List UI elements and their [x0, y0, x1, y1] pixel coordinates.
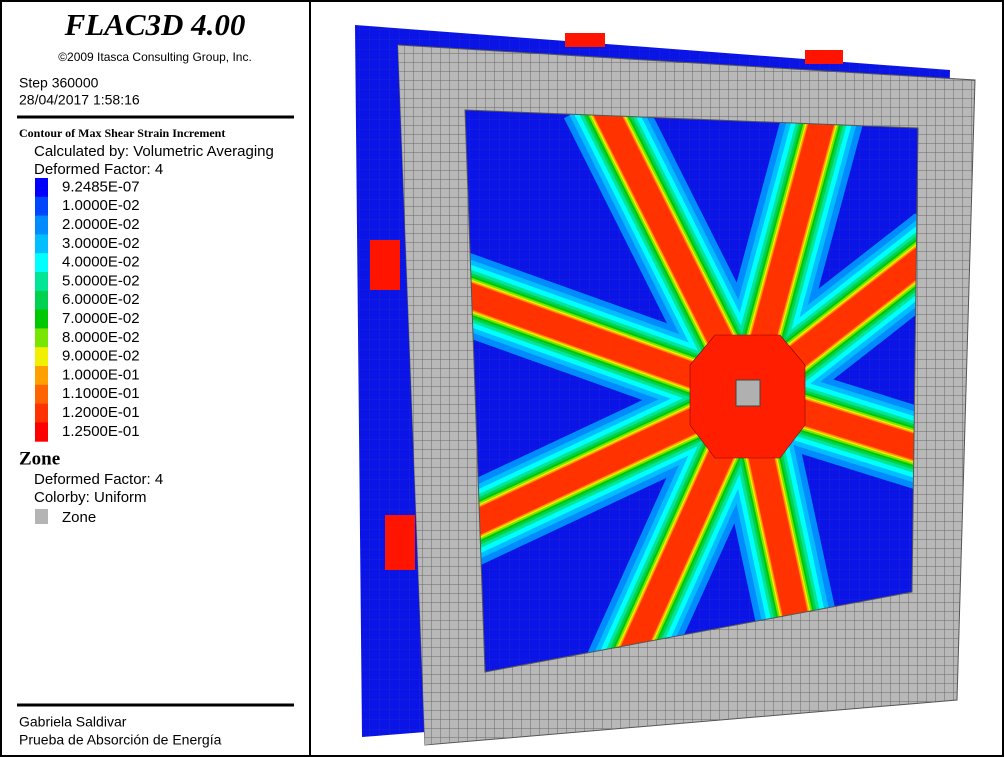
date: 28/04/2017 1:58:16 [19, 92, 140, 108]
legend-label: 8.0000E-02 [62, 329, 140, 346]
deformed-factor: Deformed Factor: 4 [34, 161, 163, 178]
author: Gabriela Saldivar [19, 714, 127, 730]
legend-label: 1.0000E-02 [62, 197, 140, 214]
step: Step 360000 [19, 75, 99, 91]
view-panel [309, 0, 1004, 757]
contour-legend: 9.2485E-07 1.0000E-02 2.0000E-02 3.0000E-02… [35, 178, 140, 442]
legend-label: 7.0000E-02 [62, 310, 140, 327]
legend-swatch [35, 403, 48, 423]
zone-deformed-factor: Deformed Factor: 4 [34, 471, 163, 488]
legend-label: 6.0000E-02 [62, 291, 140, 308]
contour-title: Contour of Max Shear Strain Increment [19, 126, 225, 140]
legend-swatch [35, 196, 48, 217]
legend-swatch [35, 290, 48, 311]
legend-swatch [35, 253, 48, 273]
legend-label: 1.2000E-01 [62, 404, 140, 421]
legend-label: 4.0000E-02 [62, 254, 140, 271]
legend-label: 1.2500E-01 [62, 423, 140, 440]
legend-swatch [35, 328, 48, 348]
contour-field [465, 110, 918, 672]
legend-label: 1.1000E-01 [62, 385, 140, 402]
legend-swatch [35, 347, 48, 367]
legend-label: 5.0000E-02 [62, 272, 140, 289]
band-edge [385, 515, 415, 570]
legend-swatch [35, 366, 48, 386]
zone-title: Zone [19, 448, 60, 469]
zone-swatch [35, 509, 48, 524]
copyright: ©2009 Itasca Consulting Group, Inc. [58, 50, 252, 64]
calculated-by: Calculated by: Volumetric Averaging [34, 143, 274, 160]
legend-label: 9.2485E-07 [62, 178, 140, 195]
band-edge [805, 50, 843, 64]
legend-label: 3.0000E-02 [62, 235, 140, 252]
description: Prueba de Absorción de Energía [19, 732, 222, 748]
legend-swatch [35, 272, 48, 292]
model-view [355, 25, 976, 746]
band-edge [565, 33, 605, 47]
legend-label: 1.0000E-01 [62, 366, 140, 383]
frame-side [398, 45, 445, 745]
legend-swatch [35, 178, 48, 198]
legend-label: 9.0000E-02 [62, 348, 140, 365]
zone-label: Zone [62, 509, 96, 526]
band-edge [370, 240, 400, 290]
legend-swatch [35, 309, 48, 329]
legend-swatch [35, 234, 48, 254]
colorby: Colorby: Uniform [34, 489, 147, 506]
legend-swatch [35, 384, 48, 405]
legend-swatch [35, 215, 48, 235]
legend-swatch [35, 422, 48, 442]
legend-label: 2.0000E-02 [62, 216, 140, 233]
app-title: FLAC3D 4.00 [64, 7, 246, 42]
